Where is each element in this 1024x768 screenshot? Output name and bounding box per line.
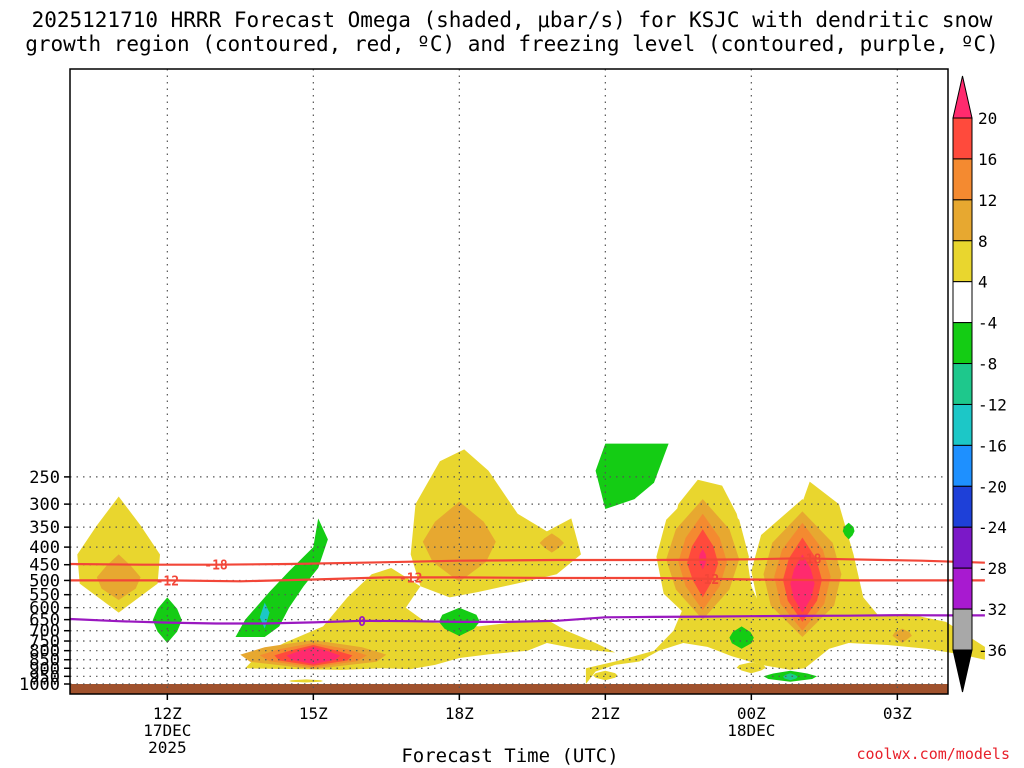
y-tick-label-500: 500 — [29, 571, 60, 591]
y-tick-label-650: 650 — [29, 611, 60, 631]
x-tick-label-12-2: 17DEC — [143, 721, 191, 740]
plot-frame — [69, 68, 949, 695]
colorbar-label-8: 8 — [978, 232, 988, 251]
y-tick-label-350: 350 — [29, 518, 60, 538]
x-tick-label-24-2: 18DEC — [727, 721, 775, 740]
x-tick-label-18-1: 18Z — [445, 704, 474, 723]
colorbar-box-11 — [952, 526, 973, 569]
y-tick-label-450: 450 — [29, 556, 60, 576]
y-tick-label-850: 850 — [29, 651, 60, 671]
omega-descent-core-a — [259, 602, 270, 629]
colorbar-box-6 — [952, 322, 973, 365]
contour-label-0-0: 0 — [358, 615, 366, 630]
omega-ascent-blob-sfc — [289, 679, 324, 683]
colorbar-box-13 — [952, 608, 973, 651]
x-tick-label-12-3: 2025 — [148, 738, 187, 757]
y-tick-label-700: 700 — [29, 622, 60, 642]
omega-ascent-blob-21z — [593, 670, 618, 681]
colorbar-label-16: 16 — [978, 150, 997, 169]
colorbar-box-8 — [952, 403, 973, 446]
omega-ascent-core-c2 — [539, 533, 564, 553]
colorbar-box-3 — [952, 199, 973, 242]
colorbar-label--32: -32 — [978, 600, 1007, 619]
x-tick-label-27-1: 03Z — [883, 704, 912, 723]
contours: -18 -18 -12 -12 -12 0 — [69, 552, 985, 630]
y-tick-label-300: 300 — [29, 495, 60, 515]
colorbar-box-9 — [952, 444, 973, 487]
y-tick-label-900: 900 — [29, 659, 60, 679]
colorbar-box-7 — [952, 363, 973, 405]
y-tick-label-250: 250 — [29, 468, 60, 488]
contour--18 — [69, 557, 985, 566]
colorbar-bottom-arrow — [952, 649, 973, 693]
chart-title: 2025121710 HRRR Forecast Omega (shaded, … — [0, 8, 1024, 56]
title-line-1: 2025121710 HRRR Forecast Omega (shaded, … — [31, 8, 993, 32]
omega-ascent-core-a — [96, 554, 141, 600]
colorbar-label--24: -24 — [978, 518, 1007, 537]
y-tick-label-600: 600 — [29, 599, 60, 619]
x-tick-label-12-1: 12Z — [153, 704, 182, 723]
y-tick-label-800: 800 — [29, 642, 60, 662]
y-tick-label-950: 950 — [29, 667, 60, 687]
y-tick-label-400: 400 — [29, 538, 60, 558]
colorbar-label--28: -28 — [978, 559, 1007, 578]
contour-label--12-0: -12 — [156, 574, 179, 589]
x-tick-label-15-1: 15Z — [299, 704, 328, 723]
colorbar-box-2 — [952, 158, 973, 201]
omega-descent-region-d — [595, 443, 669, 509]
contour-0 — [69, 614, 985, 625]
contour--12 — [70, 576, 985, 583]
colorbar-box-1 — [952, 117, 973, 160]
omega-descent-region-f — [842, 522, 855, 540]
contour-label--12-2: -12 — [696, 573, 719, 588]
x-tick-label-21-1: 21Z — [591, 704, 620, 723]
contour-label--12-1: -12 — [399, 571, 422, 586]
colorbar-box-10 — [952, 485, 973, 528]
omega-descent-region-a — [235, 518, 328, 637]
colorbar-label--12: -12 — [978, 395, 1007, 414]
y-axis: 250 300 3504004505005506006507007508008509… — [19, 468, 70, 695]
colorbar-label--20: -20 — [978, 477, 1007, 496]
colorbar-box-5 — [952, 281, 973, 324]
omega-descent-region-e — [729, 626, 754, 649]
x-axis-title: Forecast Time (UTC) — [401, 745, 619, 767]
omega-ascent-core-f — [790, 554, 815, 613]
colorbar-label--36: -36 — [978, 641, 1007, 660]
y-tick-label-1000: 1000 — [19, 675, 60, 695]
title-line-2: growth region (contoured, red, ºC) and f… — [25, 32, 999, 56]
colorbar-label--4: -4 — [978, 314, 997, 333]
colorbar-box-12 — [952, 567, 973, 610]
grid — [70, 69, 948, 694]
contour-label--18-1: -18 — [798, 552, 822, 567]
colorbar-label-4: 4 — [978, 273, 988, 292]
y-tick-label-750: 750 — [29, 632, 60, 652]
omega-ascent-core-03z — [892, 628, 912, 643]
ground-bar — [70, 684, 948, 694]
contour-label--18-0: -18 — [204, 559, 228, 574]
y-tick-label-550: 550 — [29, 586, 60, 606]
colorbar-label--8: -8 — [978, 355, 997, 374]
omega-descent-core-g — [783, 673, 798, 681]
credit-text: coolwx.com/models — [856, 745, 1010, 763]
colorbar-top-arrow — [952, 75, 973, 119]
colorbar-label--16: -16 — [978, 436, 1007, 455]
colorbar-box-4 — [952, 240, 973, 283]
omega-descent-region-b — [152, 597, 182, 643]
colorbar-label-12: 12 — [978, 191, 997, 210]
colorbar-label-20: 20 — [978, 109, 997, 128]
x-tick-label-24-1: 00Z — [737, 704, 766, 723]
colorbar: 20 16 12 8 4 -4 -8 -12 -16 -20 -24 -28 -32 -36 — [952, 75, 1007, 693]
